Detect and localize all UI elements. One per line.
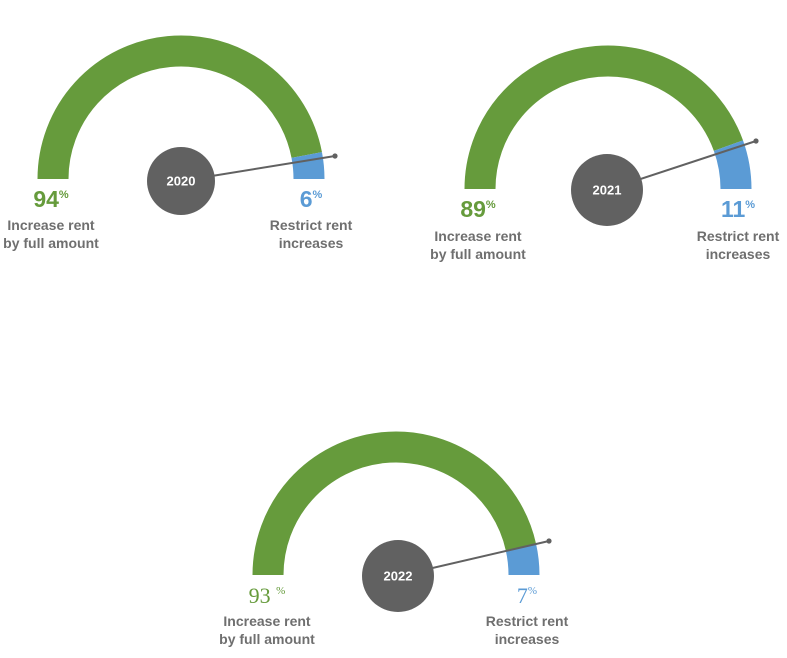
restrict-value: 11% [721,196,755,222]
restrict-label-line1: Restrict rent [270,217,353,233]
restrict-value: 7% [517,583,537,608]
increase-label-line1: Increase rent [434,228,521,244]
increase-value: 89% [460,196,496,222]
restrict-label-line1: Restrict rent [486,613,569,629]
restrict-value: 6% [300,186,323,212]
gauge-2022: 2022 93 % Increase rent by full amount 7% Res… [219,431,569,647]
year-label: 2022 [384,569,413,584]
restrict-arc [713,140,752,190]
increase-label-line2: by full amount [3,235,99,251]
needle-tip [332,153,338,159]
restrict-label-line2: increases [706,246,771,262]
increase-label-line2: by full amount [219,631,315,647]
restrict-label-line2: increases [495,631,560,647]
restrict-label-line2: increases [279,235,344,251]
needle-tip [753,138,759,144]
year-label: 2021 [593,183,622,198]
year-hub [147,147,215,215]
increase-arc [37,35,322,180]
restrict-arc [291,152,325,180]
year-label: 2020 [167,174,196,189]
year-hub [362,540,434,612]
year-hub [571,154,643,226]
restrict-arc [505,543,540,576]
increase-arc [464,45,744,190]
restrict-label-line1: Restrict rent [697,228,780,244]
gauge-2021: 2021 89% Increase rent by full amount 11% Res… [430,45,780,262]
increase-label-line2: by full amount [430,246,526,262]
increase-label-line1: Increase rent [7,217,94,233]
increase-label-line1: Increase rent [223,613,310,629]
needle-tip [546,538,552,544]
increase-value: 93 % [249,583,286,608]
increase-arc [252,431,537,576]
increase-value: 94% [33,186,69,212]
gauge-2020: 2020 94% Increase rent by full amount 6% Rest… [3,35,353,251]
